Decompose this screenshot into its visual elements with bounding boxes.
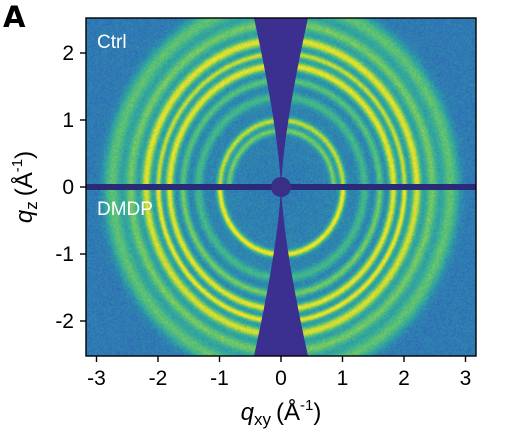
sample-label-ctrl: Ctrl (97, 32, 127, 53)
y-axis-title: qz (Å-1) (9, 151, 41, 223)
x-tick-label: 3 (460, 367, 472, 390)
y-axis: 2 1 0 -1 -2 (55, 42, 86, 333)
y-axis-symbol: q (11, 209, 38, 223)
missing-wedge-bottom (254, 187, 308, 356)
sample-label-dmdp: DMDP (97, 199, 153, 220)
y-tick-label: 2 (62, 42, 74, 65)
y-axis-subscript: z (22, 201, 41, 210)
panel-label: A (3, 0, 26, 34)
x-axis-subscript: xy (254, 410, 272, 429)
x-axis-title: qxy (Å-1) (241, 397, 322, 429)
y-tick-label: 1 (62, 109, 74, 132)
x-tick-label: 1 (337, 367, 349, 390)
y-axis-unit: (Å (10, 172, 38, 196)
x-axis-symbol: q (241, 399, 255, 426)
y-axis-unit-close: ) (11, 151, 38, 159)
y-axis-unit-exponent: -1 (9, 159, 26, 172)
detector-mask-layer (86, 18, 476, 356)
x-tick-label: 0 (275, 367, 287, 390)
x-tick-label: -2 (149, 367, 168, 390)
x-tick-label: -3 (87, 367, 106, 390)
y-tick-label: -1 (55, 243, 74, 266)
x-axis-unit: (Å (276, 398, 300, 426)
missing-wedge-top (254, 18, 308, 187)
x-axis-unit-close: ) (313, 399, 321, 426)
y-tick-label: 0 (62, 176, 74, 199)
x-tick-label: -1 (210, 367, 229, 390)
plot-area: Ctrl DMDP (86, 18, 476, 356)
x-axis: -3 -2 -1 0 1 2 3 (87, 356, 471, 390)
x-axis-unit-exponent: -1 (300, 397, 313, 414)
beamstop (271, 177, 291, 197)
x-tick-label: 2 (398, 367, 410, 390)
y-tick-label: -2 (55, 310, 74, 333)
